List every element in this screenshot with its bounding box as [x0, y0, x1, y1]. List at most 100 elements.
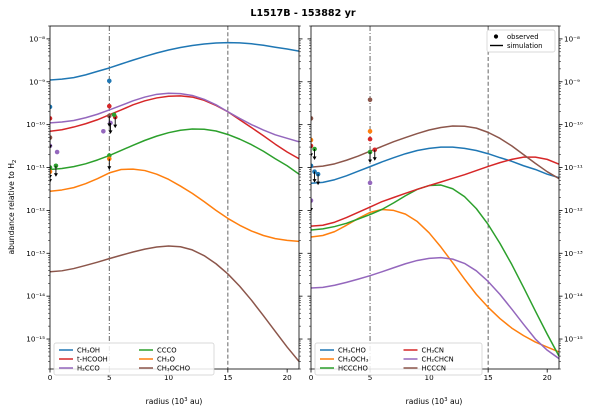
- observed-point-13: [367, 180, 373, 186]
- legend-entry: CH₃CHO: [338, 346, 366, 354]
- legend-observed-dot: [493, 34, 499, 39]
- observed-point-6: [311, 143, 314, 149]
- x-tick-label: 10: [164, 373, 174, 382]
- figure-title: L1517B - 153882 yr: [250, 8, 355, 19]
- x-label-left-sup: 3: [184, 397, 187, 403]
- legend-entry: CH₃CN: [422, 346, 444, 354]
- series-line-5: [50, 245, 299, 362]
- upper-limit-arrow-16: [107, 123, 112, 127]
- observed-point-7: [101, 128, 106, 134]
- left-panel: 0 5 10 15 20 10⁻¹⁵ 10⁻¹⁴ 10⁻¹³ 10⁻¹² 10⁻¹¹ 10⁻¹⁰ 10…: [26, 25, 303, 382]
- series-line-3: [50, 128, 299, 175]
- y-axis-label-main: abundance relative to H: [7, 163, 16, 254]
- series-line-3: [311, 156, 559, 227]
- upper-limit-arrow-8: [372, 157, 377, 161]
- y-tick-label: 10⁻¹⁰: [26, 120, 45, 129]
- legend-entry: CH₃OH: [77, 346, 100, 354]
- legend-entry: CH₂CHCN: [422, 355, 454, 363]
- x-tick-label: 20: [283, 373, 293, 382]
- upper-limit-arrow-10: [312, 179, 317, 183]
- right-panel: 0 5 10 15 20 10⁻¹⁵ 10⁻¹⁴ 10⁻¹³ 10⁻¹² 10⁻¹¹ 10⁻¹⁰ 10…: [307, 25, 583, 382]
- observed-point-9: [311, 163, 314, 169]
- plot-background: [50, 26, 299, 369]
- x-label-right-b: au): [448, 397, 463, 406]
- x-label-right-a: radius (10: [406, 397, 445, 406]
- legend-entry: CH₃O: [157, 355, 175, 363]
- y-tick-label: 10⁻¹²: [564, 206, 583, 215]
- legend-entry: t-HCOOH: [77, 355, 108, 363]
- observed-point-3: [367, 128, 373, 134]
- legend-simulation-label: simulation: [507, 42, 542, 50]
- observed-point-3: [106, 103, 112, 109]
- legend-entry: CCCO: [157, 346, 177, 354]
- x-tick-label: 0: [309, 373, 314, 382]
- x-label-right-sup: 3: [444, 397, 447, 403]
- observed-point-12: [311, 198, 314, 203]
- observed-point-1: [367, 97, 373, 103]
- observed-point-6: [54, 149, 60, 155]
- x-label-left-b: au): [188, 397, 203, 406]
- y-axis-label: abundance relative to H2: [7, 159, 18, 254]
- upper-limit-arrow-5: [368, 159, 373, 164]
- y-tick-label: 10⁻¹¹: [564, 163, 583, 172]
- observed-point-12: [111, 112, 117, 118]
- series-line-2: [50, 92, 299, 143]
- legend-entry: CH₃OCH₃: [338, 355, 369, 363]
- y-tick-label: 10⁻¹³: [564, 249, 583, 258]
- y-tick-label: 10⁻¹³: [26, 249, 45, 258]
- series-line-0: [311, 146, 559, 184]
- observed-point-2: [50, 116, 53, 121]
- upper-limit-arrow-8: [108, 130, 113, 134]
- legend-observed-label: observed: [507, 33, 539, 41]
- series-line-5: [311, 125, 559, 180]
- x-tick-label: 5: [368, 373, 373, 382]
- observed-point-1: [106, 78, 112, 84]
- legend-entry: HCCCN: [422, 364, 446, 372]
- y-tick-label: 10⁻¹¹: [26, 163, 45, 172]
- upper-limit-arrow-11: [316, 181, 321, 186]
- observed-point-15: [50, 135, 53, 140]
- x-tick-label: 20: [543, 373, 553, 382]
- y-tick-label: 10⁻¹⁴: [564, 292, 583, 301]
- series-line-4: [311, 256, 559, 360]
- x-tick-label: 15: [484, 373, 493, 382]
- x-axis-label-right-panel: radius (103 au): [406, 397, 463, 406]
- series-line-1: [50, 95, 299, 160]
- upper-limit-arrow-12: [311, 208, 313, 212]
- upper-limit-arrow-10: [53, 173, 58, 177]
- y-tick-label: 10⁻⁹: [29, 77, 45, 86]
- legend-entry: HCCCHO: [338, 364, 368, 372]
- observed-point-2: [311, 137, 314, 143]
- series-line-4: [50, 168, 299, 243]
- legend-entry: H₂CCO: [77, 364, 100, 372]
- observed-point-7: [367, 136, 373, 142]
- y-tick-label: 10⁻¹⁵: [26, 335, 45, 344]
- observed-point-9: [50, 165, 53, 170]
- y-axis-label-subscript: 2: [12, 159, 18, 163]
- upper-limit-arrow-6: [311, 153, 313, 157]
- x-tick-label: 10: [425, 373, 435, 382]
- y-tick-label: 10⁻¹²: [26, 206, 45, 215]
- marker-legend-box: [486, 29, 556, 53]
- upper-limit-arrow-4: [113, 124, 118, 129]
- series-line-2: [311, 184, 559, 357]
- observed-point-0: [50, 104, 53, 110]
- upper-limit-arrow-14: [107, 166, 112, 170]
- upper-limit-arrow-9: [50, 175, 52, 179]
- y-tick-label: 10⁻¹⁴: [26, 292, 45, 301]
- x-tick-label: 15: [223, 373, 232, 382]
- x-label-left-a: radius (10: [146, 397, 185, 406]
- y-tick-label: 10⁻⁸: [564, 34, 580, 43]
- x-tick-label: 5: [107, 373, 112, 382]
- y-tick-label: 10⁻¹⁵: [564, 335, 583, 344]
- plot-background: [311, 26, 559, 369]
- upper-limit-arrow-4: [312, 156, 317, 161]
- series-line-0: [50, 41, 299, 81]
- x-axis-label-left-panel: radius (103 au): [146, 397, 203, 406]
- legend-entry: CH₃OCHO: [157, 364, 190, 372]
- observed-point-0: [311, 116, 314, 121]
